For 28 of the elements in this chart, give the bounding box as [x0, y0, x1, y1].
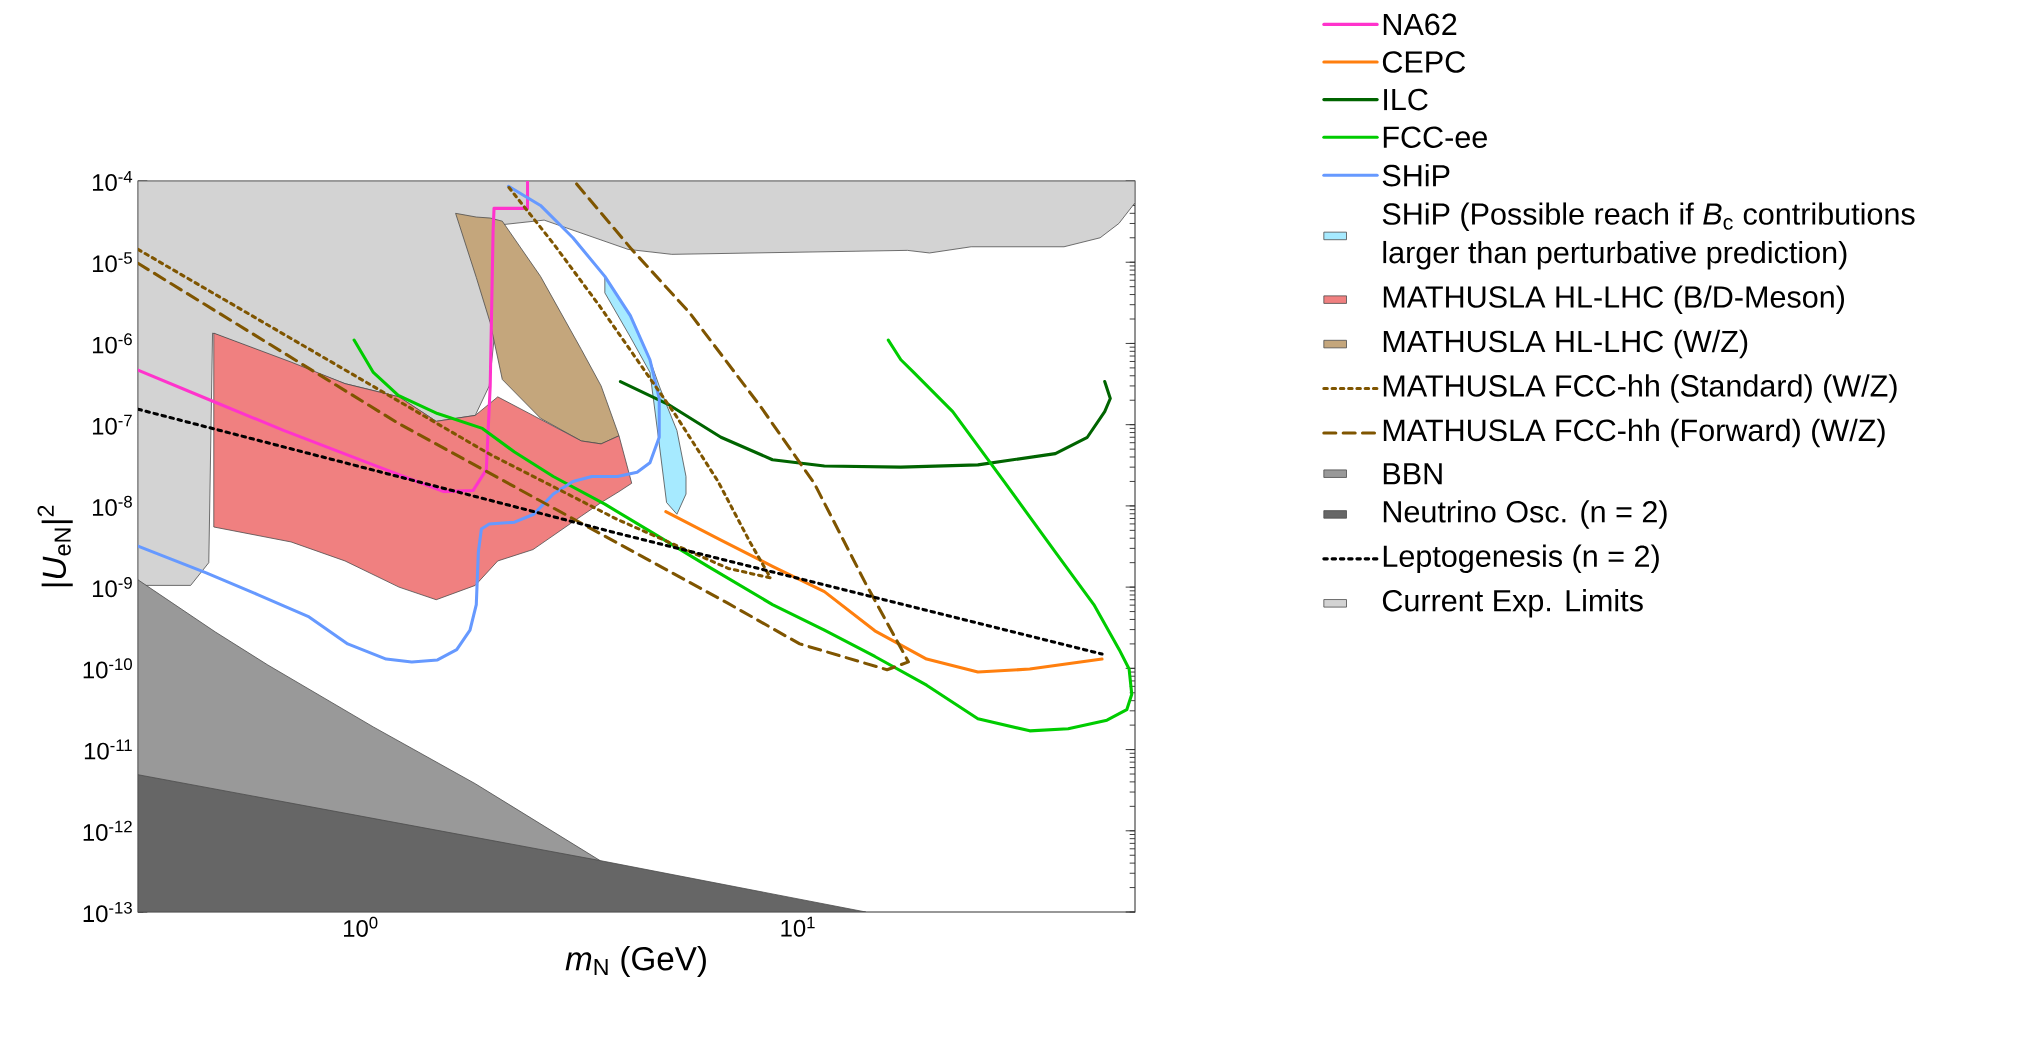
legend-label: Leptogenesis (n = 2): [1383, 544, 1659, 574]
y-tick-label: 10$^{-12}$: [83, 820, 132, 841]
legend-label: FCC-ee: [1383, 126, 1487, 149]
legend-label: Neutrino Osc. (n = 2): [1383, 500, 1667, 529]
x-tick-label: 10$^{1}$: [781, 916, 815, 937]
legend-label: BBN: [1383, 463, 1442, 485]
legend-label: MATHUSLA FCC-hh (Standard) (W/Z): [1383, 374, 1897, 403]
y-tick-label: 10$^{-7}$: [92, 414, 132, 435]
legend-label: SHiP (Possible reach if B$_{c}$ contributions larger than perturbative prediction): [1382, 202, 1915, 270]
legend-label: NA62: [1383, 13, 1457, 36]
y-tick-label: 10$^{-10}$: [83, 658, 132, 679]
y-tick-label: 10$^{-5}$: [92, 252, 132, 273]
legend-label: MATHUSLA HL-LHC (B/D-Meson): [1383, 285, 1844, 314]
y-tick-label: 10$^{-13}$: [83, 901, 132, 923]
legend-label: SHiP: [1382, 164, 1450, 187]
y-tick-label: 10$^{-11}$: [84, 739, 132, 760]
legend-label: MATHUSLA HL-LHC (W/Z): [1383, 329, 1748, 359]
y-tick-label: 10$^{-9}$: [92, 576, 132, 598]
y-axis-title: |U$_{eN}$|$^{2}$: [37, 505, 73, 587]
legend-label: MATHUSLA FCC-hh (Forward) (W/Z): [1383, 418, 1885, 448]
y-tick-label: 10$^{-6}$: [92, 333, 132, 354]
legend-label: Current Exp. Limits: [1382, 589, 1643, 618]
x-tick-label: 10$^{0}$: [344, 916, 378, 937]
x-axis-title: m$_{N}$ (GeV): [565, 946, 706, 978]
legend-label: CEPC: [1382, 51, 1466, 73]
y-tick-label: 10$^{-8}$: [92, 495, 132, 517]
legend-label: ILC: [1384, 88, 1428, 111]
y-tick-label: 10$^{-4}$: [92, 170, 133, 192]
